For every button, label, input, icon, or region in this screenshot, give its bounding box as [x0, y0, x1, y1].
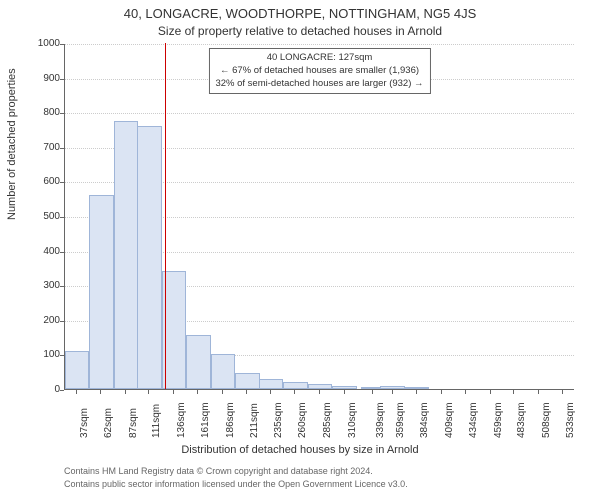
y-tick-label: 600 [30, 176, 60, 187]
x-tick [465, 390, 466, 394]
x-tick-label: 310sqm [347, 402, 358, 438]
x-tick [372, 390, 373, 394]
histogram-bar [211, 354, 236, 389]
x-tick [76, 390, 77, 394]
y-tick-label: 400 [30, 246, 60, 257]
y-tick-label: 200 [30, 315, 60, 326]
y-tick-label: 1000 [30, 38, 60, 49]
histogram-bar [332, 386, 357, 389]
x-tick-label: 260sqm [297, 402, 308, 438]
footer-line2: Contains public sector information licen… [64, 479, 574, 489]
chart-subtitle: Size of property relative to detached ho… [0, 24, 600, 38]
annotation-box: 40 LONGACRE: 127sqm ← 67% of detached ho… [208, 48, 430, 94]
x-tick-label: 434sqm [468, 402, 479, 438]
y-tick-label: 900 [30, 73, 60, 84]
plot-area: 40 LONGACRE: 127sqm ← 67% of detached ho… [64, 44, 574, 390]
annotation-line3: 32% of semi-detached houses are larger (… [215, 78, 423, 91]
marker-line [165, 43, 166, 389]
x-tick-label: 409sqm [444, 402, 455, 438]
x-tick [416, 390, 417, 394]
x-tick [562, 390, 563, 394]
x-tick-label: 533sqm [565, 402, 576, 438]
x-tick-label: 211sqm [249, 403, 260, 438]
x-tick-label: 87sqm [128, 408, 139, 438]
x-tick [392, 390, 393, 394]
annotation-line2: ← 67% of detached houses are smaller (1,… [215, 65, 423, 78]
y-tick-label: 100 [30, 349, 60, 360]
x-tick [344, 390, 345, 394]
x-tick-label: 508sqm [541, 402, 552, 438]
x-tick-label: 62sqm [103, 408, 114, 438]
y-tick-label: 700 [30, 142, 60, 153]
histogram-bar [89, 195, 114, 389]
x-tick [490, 390, 491, 394]
y-tick-label: 500 [30, 211, 60, 222]
histogram-bar [65, 351, 90, 389]
x-tick [513, 390, 514, 394]
annotation-line1: 40 LONGACRE: 127sqm [215, 52, 423, 65]
y-tick-label: 800 [30, 107, 60, 118]
x-tick [319, 390, 320, 394]
x-tick-label: 459sqm [493, 402, 504, 438]
y-tick [60, 390, 64, 391]
histogram-bar [259, 379, 284, 389]
x-tick-label: 285sqm [322, 402, 333, 438]
y-tick-label: 0 [30, 384, 60, 395]
x-tick [538, 390, 539, 394]
chart-container: 40, LONGACRE, WOODTHORPE, NOTTINGHAM, NG… [0, 0, 600, 500]
x-tick-label: 359sqm [395, 402, 406, 438]
x-tick-label: 136sqm [176, 402, 187, 438]
footer-line1: Contains HM Land Registry data © Crown c… [64, 466, 574, 476]
x-tick [222, 390, 223, 394]
x-axis-label: Distribution of detached houses by size … [0, 444, 600, 456]
chart-title: 40, LONGACRE, WOODTHORPE, NOTTINGHAM, NG… [0, 6, 600, 21]
histogram-bar [114, 121, 139, 389]
histogram-bar [380, 386, 405, 389]
x-tick-label: 339sqm [375, 402, 386, 438]
x-tick-label: 161sqm [200, 402, 211, 438]
histogram-bar [235, 373, 260, 389]
x-tick-label: 37sqm [79, 408, 90, 438]
histogram-bar [283, 382, 308, 389]
x-tick-label: 384sqm [419, 402, 430, 438]
x-tick [125, 390, 126, 394]
histogram-bar [308, 384, 333, 389]
x-tick [270, 390, 271, 394]
histogram-bar [405, 387, 430, 389]
x-tick [441, 390, 442, 394]
x-tick [173, 390, 174, 394]
x-tick-label: 235sqm [273, 402, 284, 438]
y-axis-label: Number of detached properties [6, 68, 18, 220]
x-tick [197, 390, 198, 394]
x-tick-label: 483sqm [516, 402, 527, 438]
y-tick-label: 300 [30, 280, 60, 291]
histogram-bar [186, 335, 211, 389]
x-tick-label: 111sqm [151, 404, 162, 438]
x-tick [148, 390, 149, 394]
histogram-bar [137, 126, 162, 389]
x-tick [294, 390, 295, 394]
x-tick [100, 390, 101, 394]
x-tick-label: 186sqm [225, 402, 236, 438]
x-tick [246, 390, 247, 394]
